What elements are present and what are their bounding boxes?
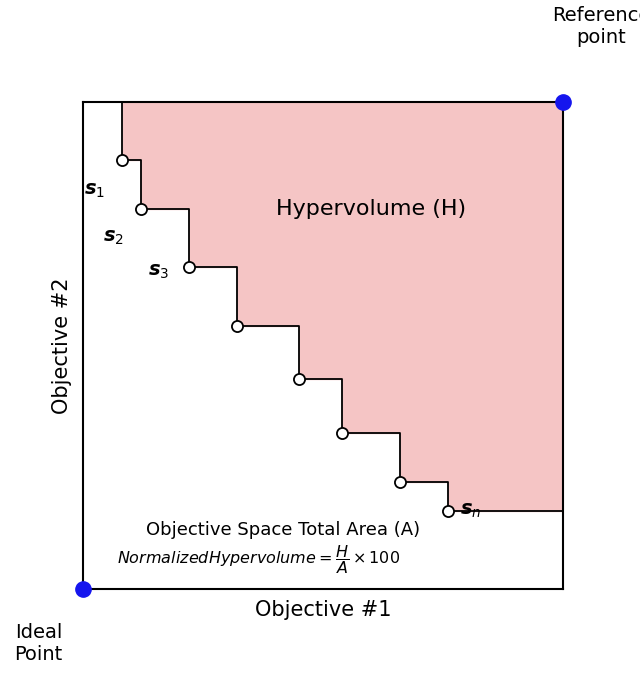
- Text: Ideal
Point: Ideal Point: [14, 623, 63, 664]
- Text: Reference
point: Reference point: [552, 6, 640, 47]
- Text: $\boldsymbol{s}_{n}$: $\boldsymbol{s}_{n}$: [460, 502, 481, 520]
- Polygon shape: [122, 102, 563, 511]
- X-axis label: Objective #1: Objective #1: [255, 600, 392, 620]
- Text: $\mathit{NormalizedHypervolume} = \dfrac{H}{A} \times 100$: $\mathit{NormalizedHypervolume} = \dfrac…: [117, 543, 400, 576]
- Text: Objective Space Total Area (A): Objective Space Total Area (A): [146, 521, 420, 540]
- Text: $\boldsymbol{s}_{3}$: $\boldsymbol{s}_{3}$: [148, 263, 170, 282]
- Y-axis label: Objective #2: Objective #2: [52, 277, 72, 414]
- Text: Hypervolume (H): Hypervolume (H): [276, 199, 467, 219]
- Text: $\boldsymbol{s}_{1}$: $\boldsymbol{s}_{1}$: [84, 182, 105, 200]
- Text: $\boldsymbol{s}_{2}$: $\boldsymbol{s}_{2}$: [103, 228, 124, 246]
